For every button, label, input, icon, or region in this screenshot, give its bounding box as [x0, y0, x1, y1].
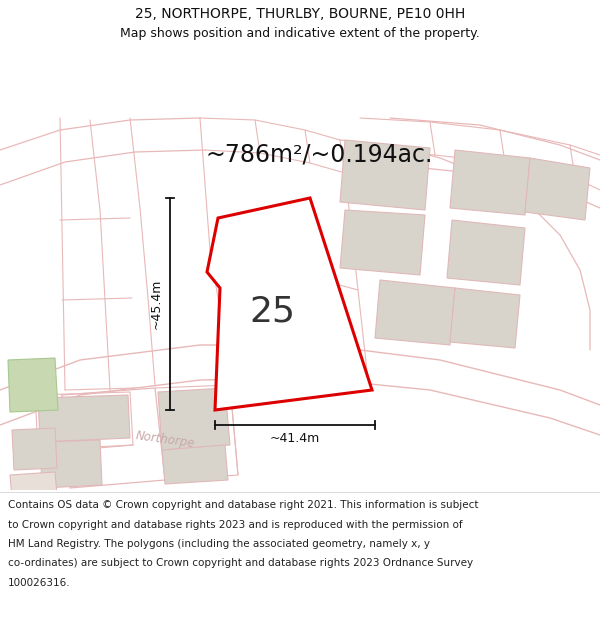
Polygon shape: [162, 445, 228, 484]
Text: ~41.4m: ~41.4m: [270, 431, 320, 444]
Polygon shape: [340, 140, 430, 210]
Text: HM Land Registry. The polygons (including the associated geometry, namely x, y: HM Land Registry. The polygons (includin…: [8, 539, 430, 549]
Polygon shape: [450, 150, 530, 215]
Text: ~786m²/~0.194ac.: ~786m²/~0.194ac.: [205, 143, 433, 167]
Text: Map shows position and indicative extent of the property.: Map shows position and indicative extent…: [120, 28, 480, 41]
Text: Contains OS data © Crown copyright and database right 2021. This information is : Contains OS data © Crown copyright and d…: [8, 500, 479, 510]
Text: 100026316.: 100026316.: [8, 578, 71, 588]
Text: 25, NORTHORPE, THURLBY, BOURNE, PE10 0HH: 25, NORTHORPE, THURLBY, BOURNE, PE10 0HH: [135, 7, 465, 21]
Text: 25: 25: [249, 294, 295, 328]
Polygon shape: [158, 388, 230, 450]
Text: to Crown copyright and database rights 2023 and is reproduced with the permissio: to Crown copyright and database rights 2…: [8, 519, 463, 529]
Text: co-ordinates) are subject to Crown copyright and database rights 2023 Ordnance S: co-ordinates) are subject to Crown copyr…: [8, 559, 473, 569]
Polygon shape: [12, 428, 57, 470]
Polygon shape: [207, 198, 372, 410]
Polygon shape: [8, 358, 58, 412]
Polygon shape: [38, 395, 130, 442]
Polygon shape: [375, 280, 455, 345]
Polygon shape: [40, 440, 102, 488]
Text: Northorpe: Northorpe: [134, 429, 196, 451]
Polygon shape: [10, 472, 57, 498]
Polygon shape: [525, 158, 590, 220]
Polygon shape: [340, 210, 425, 275]
Polygon shape: [447, 220, 525, 285]
Polygon shape: [450, 288, 520, 348]
Text: ~45.4m: ~45.4m: [149, 279, 163, 329]
